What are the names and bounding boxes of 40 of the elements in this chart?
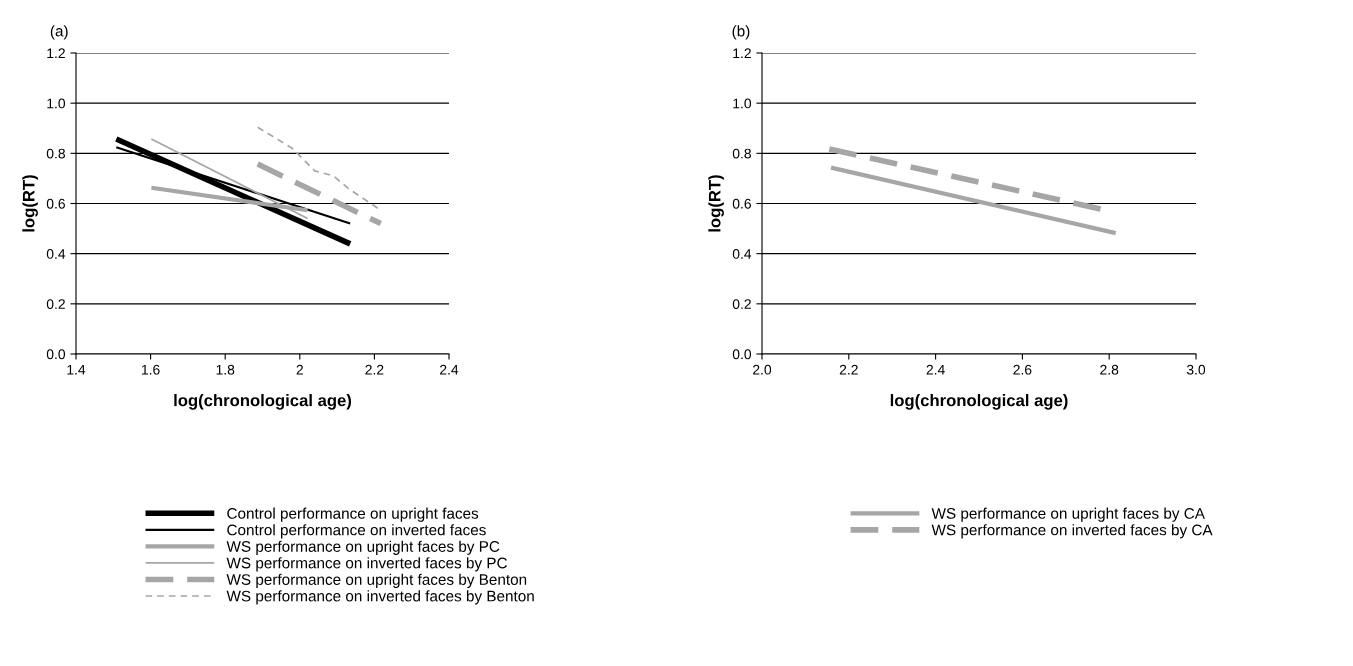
x-tick-label: 2.2 (365, 364, 384, 375)
chart-title: (b) (732, 25, 750, 40)
y-tick-label: 0.6 (732, 198, 751, 209)
y-tick-label: 0.2 (46, 299, 65, 309)
y-tick-label: 0.8 (46, 148, 65, 159)
y-tick-label: 0.0 (732, 349, 752, 360)
x-tick-label: 1.6 (142, 364, 160, 375)
y-axis-title: log(RT) (708, 175, 724, 232)
x-tick-label: 2.2 (839, 364, 858, 375)
legend-label: WS performance on inverted faces by CA (931, 524, 1213, 539)
legend-label: WS performance on upright faces by Benton (226, 573, 527, 588)
legend-label: WS performance on upright faces by PC (226, 540, 500, 555)
x-tick-label: 3.0 (1186, 364, 1206, 375)
legend-label: WS performance on inverted faces by Benton (226, 590, 534, 605)
legend-label: Control performance on inverted faces (227, 524, 486, 539)
x-tick-label: 2.4 (926, 364, 945, 375)
x-tick-label: 2.8 (1100, 364, 1119, 375)
y-tick-label: 0.6 (46, 198, 65, 209)
y-axis-title: log(RT) (22, 175, 38, 232)
x-axis-title: log(chronological age) (174, 394, 352, 410)
legend-label: WS performance on inverted faces by PC (226, 557, 507, 572)
x-tick-label: 2 (296, 364, 303, 375)
y-tick-label: 1.2 (733, 48, 751, 59)
y-tick-label: 0.0 (46, 349, 66, 360)
x-tick-label: 2.6 (1013, 364, 1032, 375)
legend-label: Control performance on upright faces (227, 507, 479, 522)
chart-title: (a) (50, 25, 68, 40)
x-tick-label: 2.0 (753, 364, 772, 375)
y-tick-label: 1.2 (47, 48, 65, 59)
y-tick-label: 0.4 (732, 249, 752, 259)
x-axis-title: log(chronological age) (890, 394, 1068, 410)
y-tick-label: 0.2 (732, 299, 751, 309)
x-tick-label: 2.4 (440, 364, 459, 375)
x-tick-label: 1.4 (67, 364, 86, 375)
legend-label: WS performance on upright faces by CA (931, 507, 1205, 522)
y-tick-label: 1.0 (47, 98, 66, 109)
x-tick-label: 1.8 (216, 364, 235, 375)
y-tick-label: 0.8 (732, 148, 751, 159)
y-tick-label: 1.0 (733, 98, 752, 109)
y-tick-label: 0.4 (46, 249, 66, 259)
